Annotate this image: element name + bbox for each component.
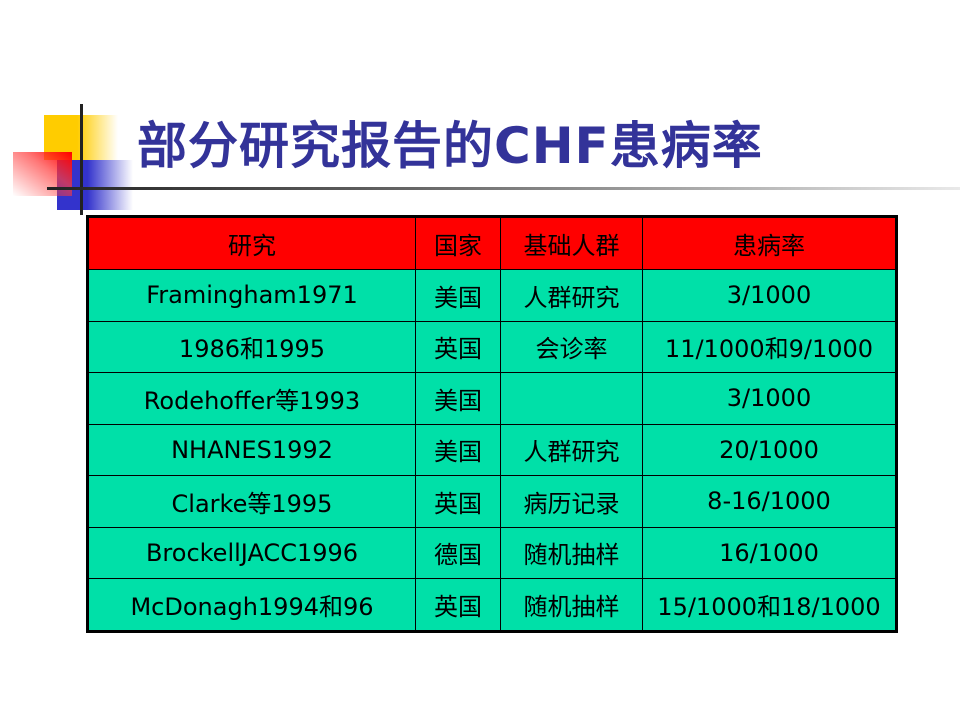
table-row: Rodehoffer等1993 美国 3/1000 bbox=[87, 372, 897, 425]
table-row: NHANES1992 美国 人群研究 20/1000 bbox=[87, 423, 897, 476]
cell-population: 人群研究 bbox=[500, 423, 643, 476]
cell-prevalence: 11/1000和9/1000 bbox=[642, 320, 897, 373]
cell-population: 病历记录 bbox=[500, 475, 643, 528]
cell-study: Clarke等1995 bbox=[87, 475, 416, 528]
table-row: BrockellJACC1996 德国 随机抽样 16/1000 bbox=[87, 526, 897, 579]
header-population: 基础人群 bbox=[500, 216, 643, 270]
cell-country: 德国 bbox=[415, 526, 501, 579]
cell-population bbox=[500, 372, 643, 425]
decor-vertical-line bbox=[80, 104, 83, 215]
cell-study: 1986和1995 bbox=[87, 320, 416, 373]
cell-prevalence: 8-16/1000 bbox=[642, 475, 897, 528]
cell-country: 美国 bbox=[415, 269, 501, 322]
cell-prevalence: 20/1000 bbox=[642, 423, 897, 476]
cell-prevalence: 16/1000 bbox=[642, 526, 897, 579]
prevalence-table: 研究 国家 基础人群 患病率 Framingham1971 美国 人群研究 3/100… bbox=[86, 215, 898, 633]
table-row: McDonagh1994和96 英国 随机抽样 15/1000和18/1000 bbox=[87, 578, 897, 632]
cell-population: 人群研究 bbox=[500, 269, 643, 322]
title-underline bbox=[47, 187, 960, 190]
cell-country: 英国 bbox=[415, 578, 501, 632]
header-study: 研究 bbox=[87, 216, 416, 270]
cell-population: 随机抽样 bbox=[500, 578, 643, 632]
cell-country: 英国 bbox=[415, 320, 501, 373]
cell-population: 随机抽样 bbox=[500, 526, 643, 579]
table-row: Framingham1971 美国 人群研究 3/1000 bbox=[87, 269, 897, 322]
cell-prevalence: 3/1000 bbox=[642, 269, 897, 322]
table-header-row: 研究 国家 基础人群 患病率 bbox=[87, 216, 897, 270]
cell-study: McDonagh1994和96 bbox=[87, 578, 416, 632]
cell-study: Framingham1971 bbox=[87, 269, 416, 322]
table-row: Clarke等1995 英国 病历记录 8-16/1000 bbox=[87, 475, 897, 528]
cell-country: 美国 bbox=[415, 372, 501, 425]
cell-study: NHANES1992 bbox=[87, 423, 416, 476]
cell-population: 会诊率 bbox=[500, 320, 643, 373]
table-row: 1986和1995 英国 会诊率 11/1000和9/1000 bbox=[87, 320, 897, 373]
header-country: 国家 bbox=[415, 216, 501, 270]
cell-study: BrockellJACC1996 bbox=[87, 526, 416, 579]
cell-prevalence: 3/1000 bbox=[642, 372, 897, 425]
header-prevalence: 患病率 bbox=[642, 216, 897, 270]
cell-prevalence: 15/1000和18/1000 bbox=[642, 578, 897, 632]
slide-title: 部分研究报告的CHF患病率 bbox=[137, 117, 763, 175]
cell-study: Rodehoffer等1993 bbox=[87, 372, 416, 425]
cell-country: 英国 bbox=[415, 475, 501, 528]
cell-country: 美国 bbox=[415, 423, 501, 476]
